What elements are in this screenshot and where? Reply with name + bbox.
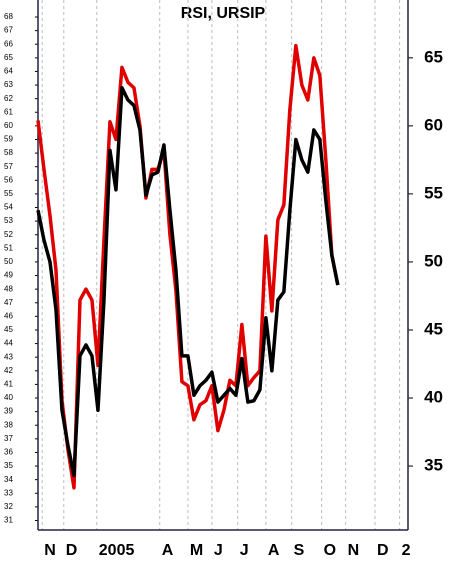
y2-tick-label: 35 (424, 456, 443, 475)
x-tick-label: A (268, 542, 280, 559)
y-tick-label: 53 (4, 216, 13, 225)
y-tick-label: 54 (4, 203, 13, 212)
y-tick-label: 39 (4, 407, 13, 416)
y-tick-label: 61 (4, 107, 13, 116)
y-tick-label: 62 (4, 94, 13, 103)
y-tick-label: 41 (4, 380, 13, 389)
line (36, 43, 340, 490)
x-tick-label: A (162, 542, 174, 559)
y-tick-label: 34 (4, 475, 13, 484)
x-tick-label: D (66, 542, 78, 559)
y-tick-label: 49 (4, 271, 13, 280)
y-tick-label: 66 (4, 39, 13, 48)
x-tick-label: N (348, 542, 360, 559)
x-tick-label: J (240, 542, 249, 559)
y-tick-label: 36 (4, 448, 13, 457)
y-tick-label: 65 (4, 53, 13, 62)
y-tick-label: 35 (4, 461, 13, 470)
y-tick-label: 37 (4, 434, 13, 443)
y-tick-label: 68 (4, 12, 13, 21)
y2-tick-label: 50 (424, 251, 443, 270)
y-tick-label: 40 (4, 393, 13, 402)
y-tick-label: 50 (4, 257, 13, 266)
y-tick-label: 63 (4, 80, 13, 89)
y-tick-label: 55 (4, 189, 13, 198)
y-tick-label: 58 (4, 148, 13, 157)
y-tick-label: 51 (4, 243, 13, 252)
chart-title: RSI, URSIP (181, 5, 266, 22)
y-tick-label: 31 (4, 516, 13, 525)
x-tick-label: J (214, 542, 223, 559)
y2-tick-label: 60 (424, 115, 443, 134)
y2-tick-label: 55 (424, 183, 443, 202)
y2-tick-label: 45 (424, 319, 443, 338)
y-tick-label: 43 (4, 352, 13, 361)
y-tick-label: 33 (4, 488, 13, 497)
line (36, 86, 340, 478)
y-tick-label: 48 (4, 284, 13, 293)
y-tick-label: 47 (4, 298, 13, 307)
x-tick-label: 2 (402, 542, 411, 559)
y-tick-label: 56 (4, 175, 13, 184)
x-tick-label: M (190, 542, 203, 559)
y-tick-label: 45 (4, 325, 13, 334)
y2-tick-label: 40 (424, 387, 443, 406)
x-tick-label: O (324, 542, 336, 559)
y-tick-label: 44 (4, 339, 13, 348)
y2-tick-label: 65 (424, 47, 443, 66)
y-tick-label: 57 (4, 162, 13, 171)
y-tick-label: 59 (4, 135, 13, 144)
y-tick-label: 46 (4, 311, 13, 320)
y-tick-label: 42 (4, 366, 13, 375)
y-tick-label: 60 (4, 121, 13, 130)
y-tick-label: 67 (4, 26, 13, 35)
y-tick-label: 32 (4, 502, 13, 511)
y-tick-label: 52 (4, 230, 13, 239)
x-tick-label: 2005 (99, 542, 135, 559)
y-tick-label: 64 (4, 67, 13, 76)
x-tick-label: N (44, 542, 56, 559)
x-tick-label: S (294, 542, 305, 559)
y-tick-label: 38 (4, 420, 13, 429)
x-tick-label: D (377, 542, 389, 559)
